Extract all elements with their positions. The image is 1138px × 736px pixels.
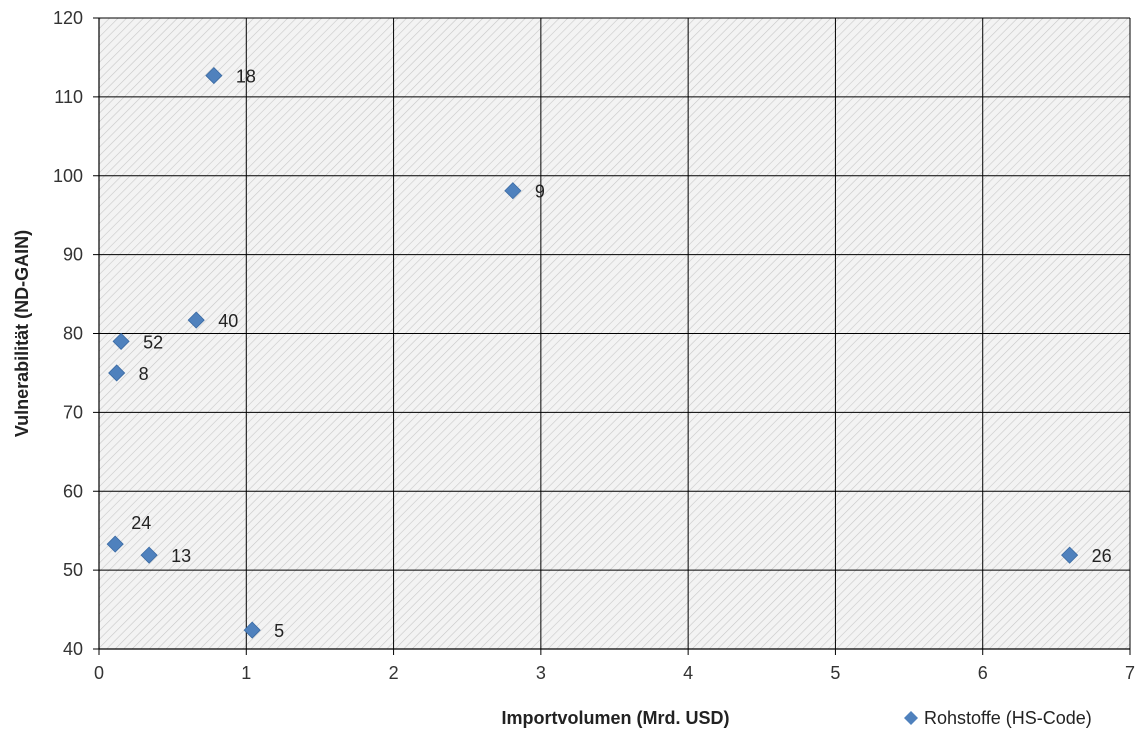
y-tick-label: 100: [53, 166, 83, 186]
y-tick-label: 120: [53, 8, 83, 28]
data-label: 40: [218, 311, 238, 331]
data-label: 5: [274, 621, 284, 641]
data-point: [140, 546, 158, 564]
data-points: [106, 67, 1079, 639]
data-point: [504, 182, 522, 200]
legend-label: Rohstoffe (HS-Code): [924, 708, 1092, 728]
y-tick-label: 50: [63, 560, 83, 580]
legend-marker-icon: [904, 711, 918, 725]
data-label: 18: [236, 67, 256, 87]
x-tick-label: 3: [536, 663, 546, 683]
data-label: 52: [143, 332, 163, 352]
axes: 0 1 2 3 4 5 6 7 40 50 60 70 80 90 100 110 120: [53, 8, 1135, 683]
data-point: [187, 311, 205, 329]
y-tick-label: 90: [63, 245, 83, 265]
data-point: [112, 332, 130, 350]
y-tick-label: 110: [54, 87, 83, 107]
x-tick-label: 1: [241, 663, 251, 683]
data-label: 9: [535, 182, 545, 202]
data-point: [106, 535, 124, 553]
data-point: [205, 67, 223, 85]
x-tick-label: 7: [1125, 663, 1135, 683]
y-tick-label: 60: [63, 481, 83, 501]
x-tick-label: 6: [978, 663, 988, 683]
legend: Rohstoffe (HS-Code): [904, 708, 1092, 728]
x-tick-label: 2: [389, 663, 399, 683]
data-labels: 18 9 40 52 8 24 13 26 5: [131, 67, 1111, 641]
x-tick-label: 4: [683, 663, 693, 683]
x-axis-label: Importvolumen (Mrd. USD): [502, 708, 730, 728]
y-tick-label: 80: [63, 324, 83, 344]
data-label: 13: [171, 546, 191, 566]
y-tick-label: 40: [63, 639, 83, 659]
data-label: 8: [139, 364, 149, 384]
data-point: [243, 621, 261, 639]
data-label: 26: [1092, 546, 1112, 566]
y-tick-label: 70: [63, 402, 83, 422]
data-point: [108, 364, 126, 382]
x-tick-label: 5: [830, 663, 840, 683]
data-point: [1061, 546, 1079, 564]
data-label: 24: [131, 513, 151, 533]
y-axis-label: Vulnerabilität (ND-GAIN): [12, 230, 32, 437]
x-tick-label: 0: [94, 663, 104, 683]
